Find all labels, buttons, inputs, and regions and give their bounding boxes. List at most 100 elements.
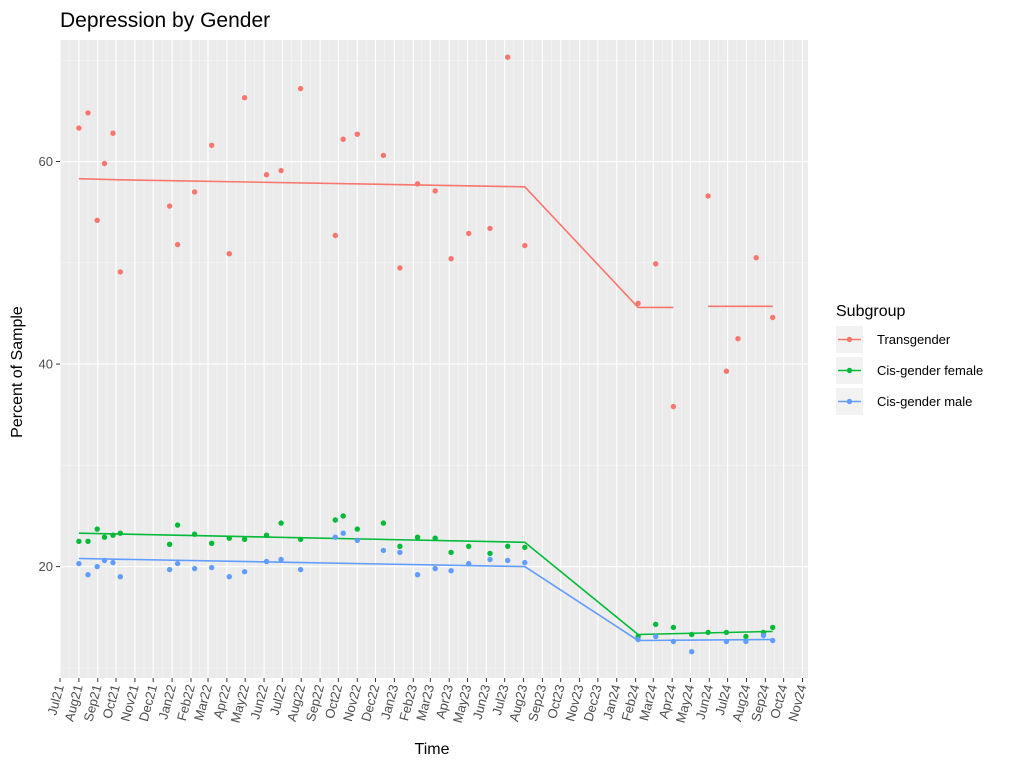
data-point-1-13 [278, 520, 284, 526]
data-point-2-2 [94, 563, 100, 570]
data-point-0-25 [505, 54, 511, 60]
data-point-2-6 [166, 566, 173, 573]
trend-line-2-0 [78, 557, 773, 642]
data-point-0-2 [94, 217, 100, 223]
data-point-2-15 [332, 534, 338, 540]
plot-panel [60, 40, 808, 678]
data-point-2-23 [466, 560, 472, 567]
data-point-1-5 [117, 530, 124, 536]
data-point-1-30 [689, 631, 695, 638]
data-point-1-19 [397, 543, 403, 549]
data-point-2-28 [653, 633, 659, 640]
data-point-2-8 [191, 565, 198, 572]
data-point-1-35 [770, 624, 776, 631]
data-point-1-8 [191, 531, 198, 537]
data-point-2-30 [689, 649, 695, 655]
data-point-1-0 [76, 538, 82, 544]
legend: Subgroup Transgender Cis-gender female Cis… [836, 303, 983, 415]
x-axis-title: Time [415, 741, 450, 758]
data-point-2-5 [117, 574, 124, 580]
data-point-0-21 [432, 188, 438, 194]
data-point-0-33 [753, 255, 759, 261]
data-point-1-26 [522, 544, 528, 551]
data-point-1-10 [226, 535, 232, 541]
data-point-0-17 [354, 131, 360, 137]
y-tick-label: 60 [39, 154, 53, 169]
data-point-0-34 [770, 314, 776, 321]
data-point-2-25 [505, 557, 511, 564]
data-point-0-18 [380, 152, 387, 159]
y-tick-label: 40 [39, 357, 53, 372]
y-axis: 20 40 60 [39, 154, 60, 574]
data-point-2-11 [241, 569, 248, 575]
legend-label: Transgender [877, 332, 951, 347]
data-point-0-0 [76, 125, 82, 131]
data-point-2-10 [226, 574, 232, 580]
data-point-1-22 [448, 549, 454, 556]
data-point-1-15 [332, 517, 338, 523]
data-point-1-9 [209, 540, 215, 546]
legend-key-point [846, 336, 853, 343]
data-point-1-17 [354, 526, 360, 532]
legend-title: Subgroup [836, 303, 905, 320]
y-axis-title: Percent of Sample [9, 306, 26, 438]
data-point-0-7 [174, 241, 181, 248]
data-point-2-9 [209, 564, 215, 571]
data-point-2-34 [770, 637, 776, 644]
data-point-2-13 [278, 556, 284, 563]
data-point-1-11 [241, 536, 248, 542]
chart-title: Depression by Gender [60, 9, 270, 32]
data-point-0-31 [723, 368, 730, 374]
y-tick-label: 20 [39, 559, 53, 574]
data-point-0-13 [278, 167, 284, 174]
data-point-0-32 [735, 336, 741, 342]
data-point-2-17 [354, 537, 360, 543]
data-point-2-19 [397, 549, 403, 556]
data-point-0-23 [466, 230, 472, 237]
data-point-1-32 [723, 629, 730, 636]
trend-line-0-0 [78, 177, 674, 309]
data-point-1-23 [466, 543, 472, 549]
data-point-1-4 [110, 532, 116, 538]
data-point-0-9 [209, 142, 215, 148]
data-point-0-5 [117, 269, 124, 275]
grid-minor [60, 40, 808, 678]
data-point-0-1 [85, 110, 91, 116]
data-point-2-0 [76, 560, 82, 567]
data-point-2-12 [263, 558, 270, 565]
legend-key-point [846, 367, 853, 374]
data-point-2-33 [760, 632, 767, 639]
data-point-0-15 [332, 232, 338, 239]
data-point-0-29 [670, 403, 677, 410]
data-point-1-6 [166, 541, 173, 547]
data-point-0-3 [101, 160, 108, 167]
data-point-1-7 [174, 522, 181, 528]
data-point-2-4 [110, 559, 116, 566]
data-point-0-4 [110, 130, 116, 136]
data-point-0-30 [705, 193, 711, 199]
data-point-0-28 [653, 261, 659, 267]
data-point-2-32 [743, 638, 749, 645]
data-point-0-27 [635, 300, 641, 306]
data-point-2-3 [101, 557, 108, 564]
legend-key-point [846, 398, 853, 405]
legend-label: Cis-gender female [877, 363, 983, 378]
data-point-2-21 [432, 565, 438, 572]
data-point-2-29 [670, 638, 677, 645]
data-point-1-28 [653, 621, 659, 627]
data-point-1-18 [380, 520, 387, 526]
data-point-2-24 [487, 556, 493, 563]
data-point-2-22 [448, 568, 454, 574]
data-point-2-14 [297, 566, 304, 573]
data-point-1-3 [101, 534, 108, 540]
data-point-0-19 [397, 265, 403, 271]
legend-label: Cis-gender male [877, 394, 972, 409]
data-point-0-6 [166, 203, 173, 209]
data-point-0-22 [448, 256, 454, 262]
data-point-2-16 [340, 530, 346, 536]
data-point-2-1 [85, 572, 91, 578]
data-points [76, 54, 776, 655]
data-point-1-31 [705, 629, 711, 636]
data-point-1-1 [85, 538, 91, 544]
